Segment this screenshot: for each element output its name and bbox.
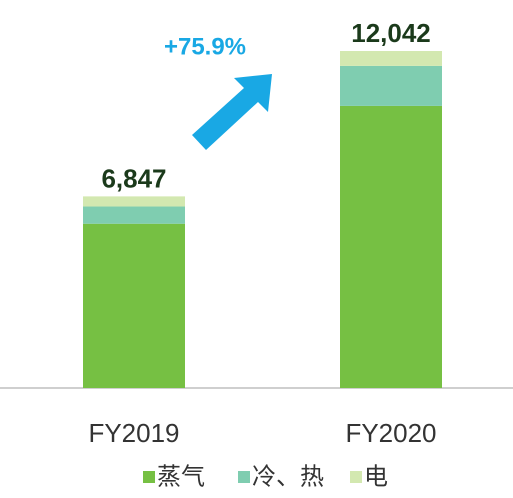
legend-label: 蒸气 xyxy=(157,463,205,490)
legend-label: 冷、热 xyxy=(252,463,324,490)
growth-annotation: +75.9% xyxy=(164,33,246,60)
x-tick-label: FY2020 xyxy=(345,418,436,448)
legend-label: 电 xyxy=(364,463,388,490)
bar-segment xyxy=(83,223,185,388)
growth-arrow xyxy=(192,74,272,150)
bar-segment xyxy=(340,105,442,389)
total-label: 12,042 xyxy=(351,18,431,48)
legend-swatch xyxy=(350,471,362,483)
bar-segment xyxy=(83,196,185,207)
total-label: 6,847 xyxy=(101,163,166,193)
bar-segment xyxy=(340,65,442,106)
x-tick-label: FY2019 xyxy=(88,418,179,448)
legend-swatch xyxy=(238,471,250,483)
bar-segment xyxy=(83,206,185,224)
legend-swatch xyxy=(143,471,155,483)
bar-segment xyxy=(340,51,442,66)
